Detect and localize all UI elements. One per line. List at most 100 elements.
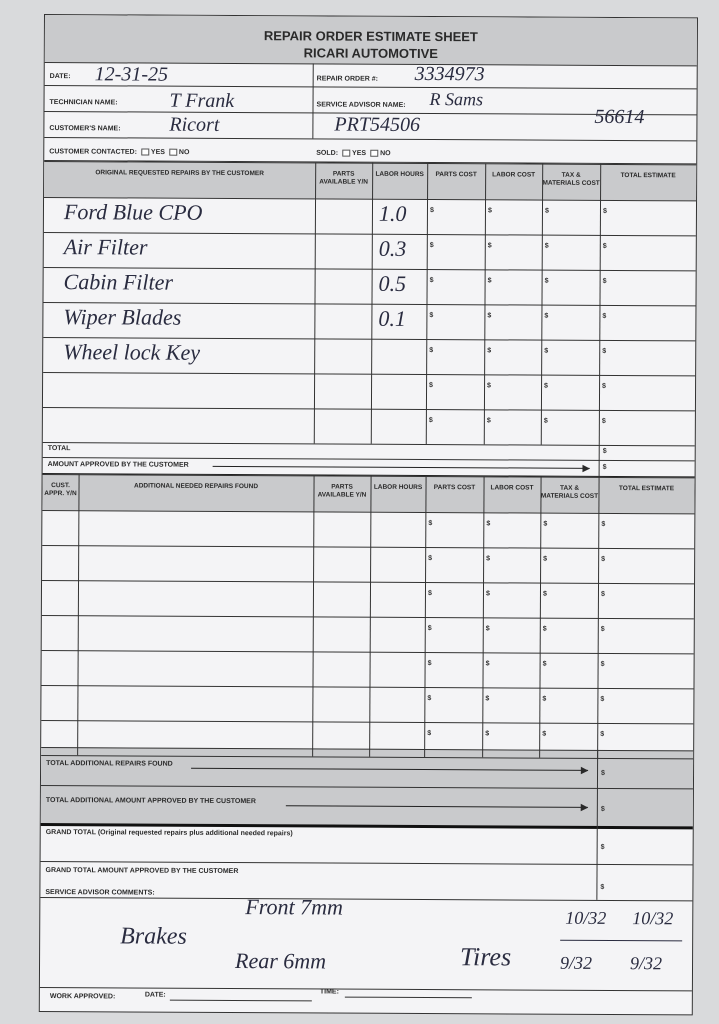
column-header: TOTAL ESTIMATE	[618, 485, 675, 493]
dollar-sign: $	[542, 590, 547, 598]
repair-order-label: REPAIR ORDER #:	[316, 75, 379, 83]
date-footer-label: DATE:	[144, 991, 166, 999]
dollar-sign: $	[487, 382, 491, 390]
form-line	[41, 614, 694, 620]
dollar-sign: $	[544, 312, 549, 320]
column-header: LABOR HOURS	[375, 170, 424, 178]
dollar-sign: $	[602, 207, 607, 215]
grand-total-label: GRAND TOTAL (Original requested repairs …	[45, 829, 293, 838]
column-header: CUST. APPR. Y/N	[44, 482, 77, 498]
work-approved-label: WORK APPROVED:	[49, 993, 116, 1001]
dollar-sign: $	[602, 277, 607, 285]
dollar-sign: $	[429, 277, 434, 285]
form-line	[41, 649, 694, 655]
contacted-label: CUSTOMER CONTACTED:	[49, 148, 137, 156]
tire-front-right: 10/32	[632, 908, 674, 929]
dollar-sign: $	[544, 242, 549, 250]
dollar-sign: $	[428, 555, 433, 563]
sold-no-checkbox[interactable]	[370, 149, 379, 157]
repair-description: Cabin Filter	[63, 269, 174, 295]
dollar-sign: $	[428, 520, 433, 528]
tire-front-left: 10/32	[565, 907, 607, 928]
contacted-no-checkbox[interactable]	[168, 148, 177, 156]
dollar-sign: $	[542, 660, 547, 668]
technician-value: T Frank	[169, 89, 235, 112]
column-header: LABOR HOURS	[373, 483, 423, 491]
dollar-sign: $	[487, 242, 492, 250]
dollar-sign: $	[602, 463, 607, 471]
form-line	[41, 684, 694, 690]
yes-label: YES	[150, 148, 165, 156]
dollar-sign: $	[542, 730, 547, 738]
form-line	[42, 544, 695, 550]
dollar-sign: $	[487, 277, 492, 285]
dollar-sign: $	[427, 695, 432, 703]
dollar-sign: $	[427, 625, 432, 633]
comment-brakes: Brakes	[120, 923, 187, 950]
sold-label: SOLD:	[316, 149, 339, 157]
tire-rear-right: 9/32	[629, 953, 663, 974]
total-label: TOTAL	[47, 445, 71, 453]
no-label: NO	[178, 149, 190, 157]
total-additional-label: TOTAL ADDITIONAL REPAIRS FOUND	[46, 760, 173, 768]
dollar-sign: $	[544, 207, 549, 215]
dollar-sign: $	[429, 312, 434, 320]
labor-hours: 0.5	[378, 270, 407, 296]
dollar-sign: $	[600, 695, 605, 703]
dollar-sign: $	[543, 555, 548, 563]
dollar-sign: $	[602, 347, 607, 355]
dollar-sign: $	[429, 207, 434, 215]
labor-hours: 0.1	[378, 305, 406, 331]
form-line	[42, 406, 695, 412]
column-header: TAX & MATERIALS COST	[542, 171, 600, 187]
contacted-yes-checkbox[interactable]	[140, 148, 149, 156]
dollar-sign: $	[486, 520, 491, 528]
advisor-value: R Sams	[429, 89, 484, 110]
dollar-sign: $	[428, 417, 433, 425]
sold-yes-checkbox[interactable]	[342, 149, 351, 157]
dollar-sign: $	[600, 660, 605, 668]
column-header: PARTS COST	[433, 484, 476, 492]
sold: SOLD: YES NO	[316, 149, 391, 158]
dollar-sign: $	[602, 447, 607, 455]
total-additional-approved-label: TOTAL ADDITIONAL AMOUNT APPROVED BY THE …	[45, 797, 256, 806]
dollar-sign: $	[602, 382, 606, 390]
dollar-sign: $	[600, 730, 605, 738]
vehicle-note: PRT54506	[334, 113, 421, 136]
comment-tires: Tires	[459, 942, 512, 972]
comment-rear: Rear 6mm	[234, 948, 327, 974]
dollar-sign: $	[544, 382, 548, 390]
no-label: NO	[380, 150, 391, 158]
tire-rear-left: 9/32	[559, 952, 593, 973]
date-value: 12-31-25	[94, 63, 169, 86]
customer-contacted: CUSTOMER CONTACTED: YES NO	[49, 148, 189, 156]
dollar-sign: $	[601, 555, 606, 563]
column-header: ADDITIONAL NEEDED REPAIRS FOUND	[134, 482, 259, 491]
dollar-sign: $	[544, 277, 549, 285]
dollar-sign: $	[602, 312, 607, 320]
repair-description: Ford Blue CPO	[63, 199, 203, 225]
repair-description: Air Filter	[63, 234, 148, 260]
dollar-sign: $	[429, 347, 434, 355]
dollar-sign: $	[601, 417, 606, 425]
column-header: LABOR COST	[490, 484, 534, 492]
dollar-sign: $	[544, 347, 549, 355]
date-label: DATE:	[49, 73, 71, 81]
dollar-sign: $	[485, 625, 490, 633]
dollar-sign: $	[600, 590, 605, 598]
dollar-sign: $	[487, 312, 492, 320]
arrow-icon: ▶	[582, 462, 590, 473]
column-header: TAX & MATERIALS COST	[540, 484, 599, 500]
column-header: ORIGINAL REQUESTED REPAIRS BY THE CUSTOM…	[95, 169, 264, 178]
dollar-sign: $	[600, 625, 605, 633]
dollar-sign: $	[485, 660, 490, 668]
comments-label: SERVICE ADVISOR COMMENTS:	[45, 889, 155, 897]
repair-order-value: 3334973	[414, 62, 485, 86]
labor-hours: 1.0	[378, 200, 407, 226]
form-line	[598, 444, 600, 477]
dollar-sign: $	[429, 242, 434, 250]
dollar-sign: $	[543, 417, 548, 425]
form-line	[42, 441, 695, 447]
column-header: LABOR COST	[492, 171, 536, 179]
comment-front: Front 7mm	[245, 894, 343, 920]
